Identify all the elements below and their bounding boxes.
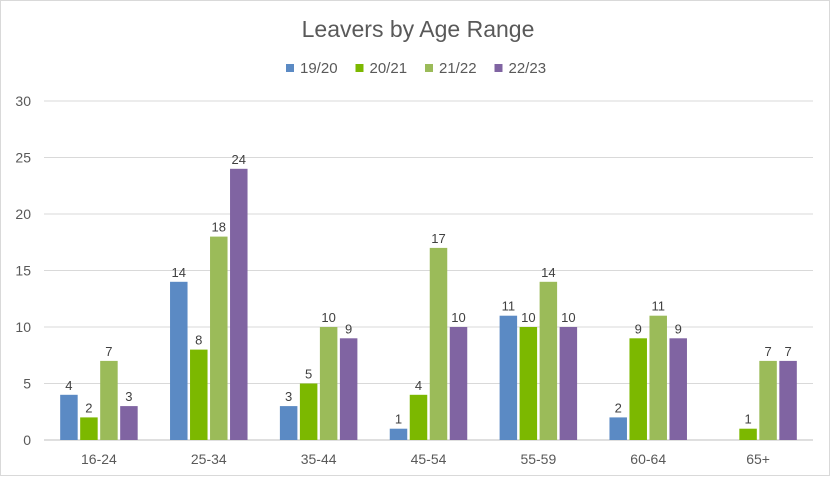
data-label: 3 [125,389,132,404]
bar [449,327,468,440]
data-label: 9 [675,321,682,336]
bar [779,360,797,440]
data-label: 10 [321,310,335,325]
data-label: 4 [415,378,422,393]
legend-swatch [355,64,364,72]
bar [669,338,687,440]
data-label: 2 [615,400,622,415]
legend: 19/20 20/21 21/22 22/23 [286,60,546,77]
bar [629,338,647,440]
data-label: 7 [784,344,791,359]
data-label: 10 [561,310,575,325]
data-label: 11 [502,299,516,314]
bar [609,417,627,440]
bar [100,360,118,440]
data-label: 1 [744,412,751,427]
y-tick-label: 10 [15,319,31,335]
data-label: 9 [345,321,352,336]
data-label: 7 [105,344,112,359]
bar [170,281,188,440]
bar [519,327,538,440]
y-tick-label: 30 [15,93,31,109]
bar [60,394,78,440]
legend-swatch [494,64,503,72]
bar [279,406,298,440]
bar [190,349,208,440]
bar [80,417,98,440]
bar [339,338,358,440]
bars [60,168,797,441]
x-tick-label: 55-59 [520,451,556,467]
data-label: 7 [764,344,771,359]
legend-label: 22/23 [509,60,547,77]
data-label: 10 [451,310,465,325]
data-label: 14 [172,265,186,280]
data-label: 2 [85,400,92,415]
x-tick-label: 45-54 [411,451,447,467]
legend-swatch [425,64,433,72]
data-label: 11 [651,299,665,314]
data-label: 5 [305,367,312,382]
data-label: 1 [395,412,402,427]
x-tick-label: 25-34 [191,451,227,467]
data-label: 3 [285,389,292,404]
data-label: 18 [212,220,226,235]
legend-label: 20/21 [370,60,408,77]
y-tick-label: 15 [15,263,31,279]
y-axis: 0 5 10 15 20 25 30 [15,93,31,448]
y-tick-label: 0 [23,432,31,448]
x-tick-label: 65+ [746,451,770,467]
data-label: 10 [521,310,535,325]
bar [429,247,448,440]
legend-label: 21/22 [439,60,477,77]
y-tick-label: 20 [15,206,31,222]
bar [649,315,667,440]
bar [210,236,228,440]
data-label: 8 [195,333,202,348]
chart-title: Leavers by Age Range [302,16,535,42]
bar [389,428,408,440]
legend-label: 19/20 [300,60,338,77]
bar [120,406,138,440]
data-label: 24 [232,152,246,167]
bar [299,383,318,440]
gridlines [44,100,813,441]
data-label: 17 [431,231,445,246]
bar [319,327,338,440]
data-label: 9 [635,321,642,336]
y-tick-label: 5 [23,376,31,392]
bar [539,281,558,440]
bar [759,360,777,440]
x-axis: 16-24 25-34 35-44 45-54 55-59 60-64 65+ [81,451,770,467]
bar [739,428,757,440]
x-tick-label: 16-24 [81,451,117,467]
data-label: 4 [65,378,72,393]
legend-swatch [286,64,294,72]
x-tick-label: 35-44 [301,451,337,467]
bar [499,315,518,440]
x-tick-label: 60-64 [630,451,666,467]
bar [409,394,428,440]
bar [559,327,578,440]
y-tick-label: 25 [15,150,31,166]
bar [230,168,248,441]
data-label: 14 [541,265,555,280]
